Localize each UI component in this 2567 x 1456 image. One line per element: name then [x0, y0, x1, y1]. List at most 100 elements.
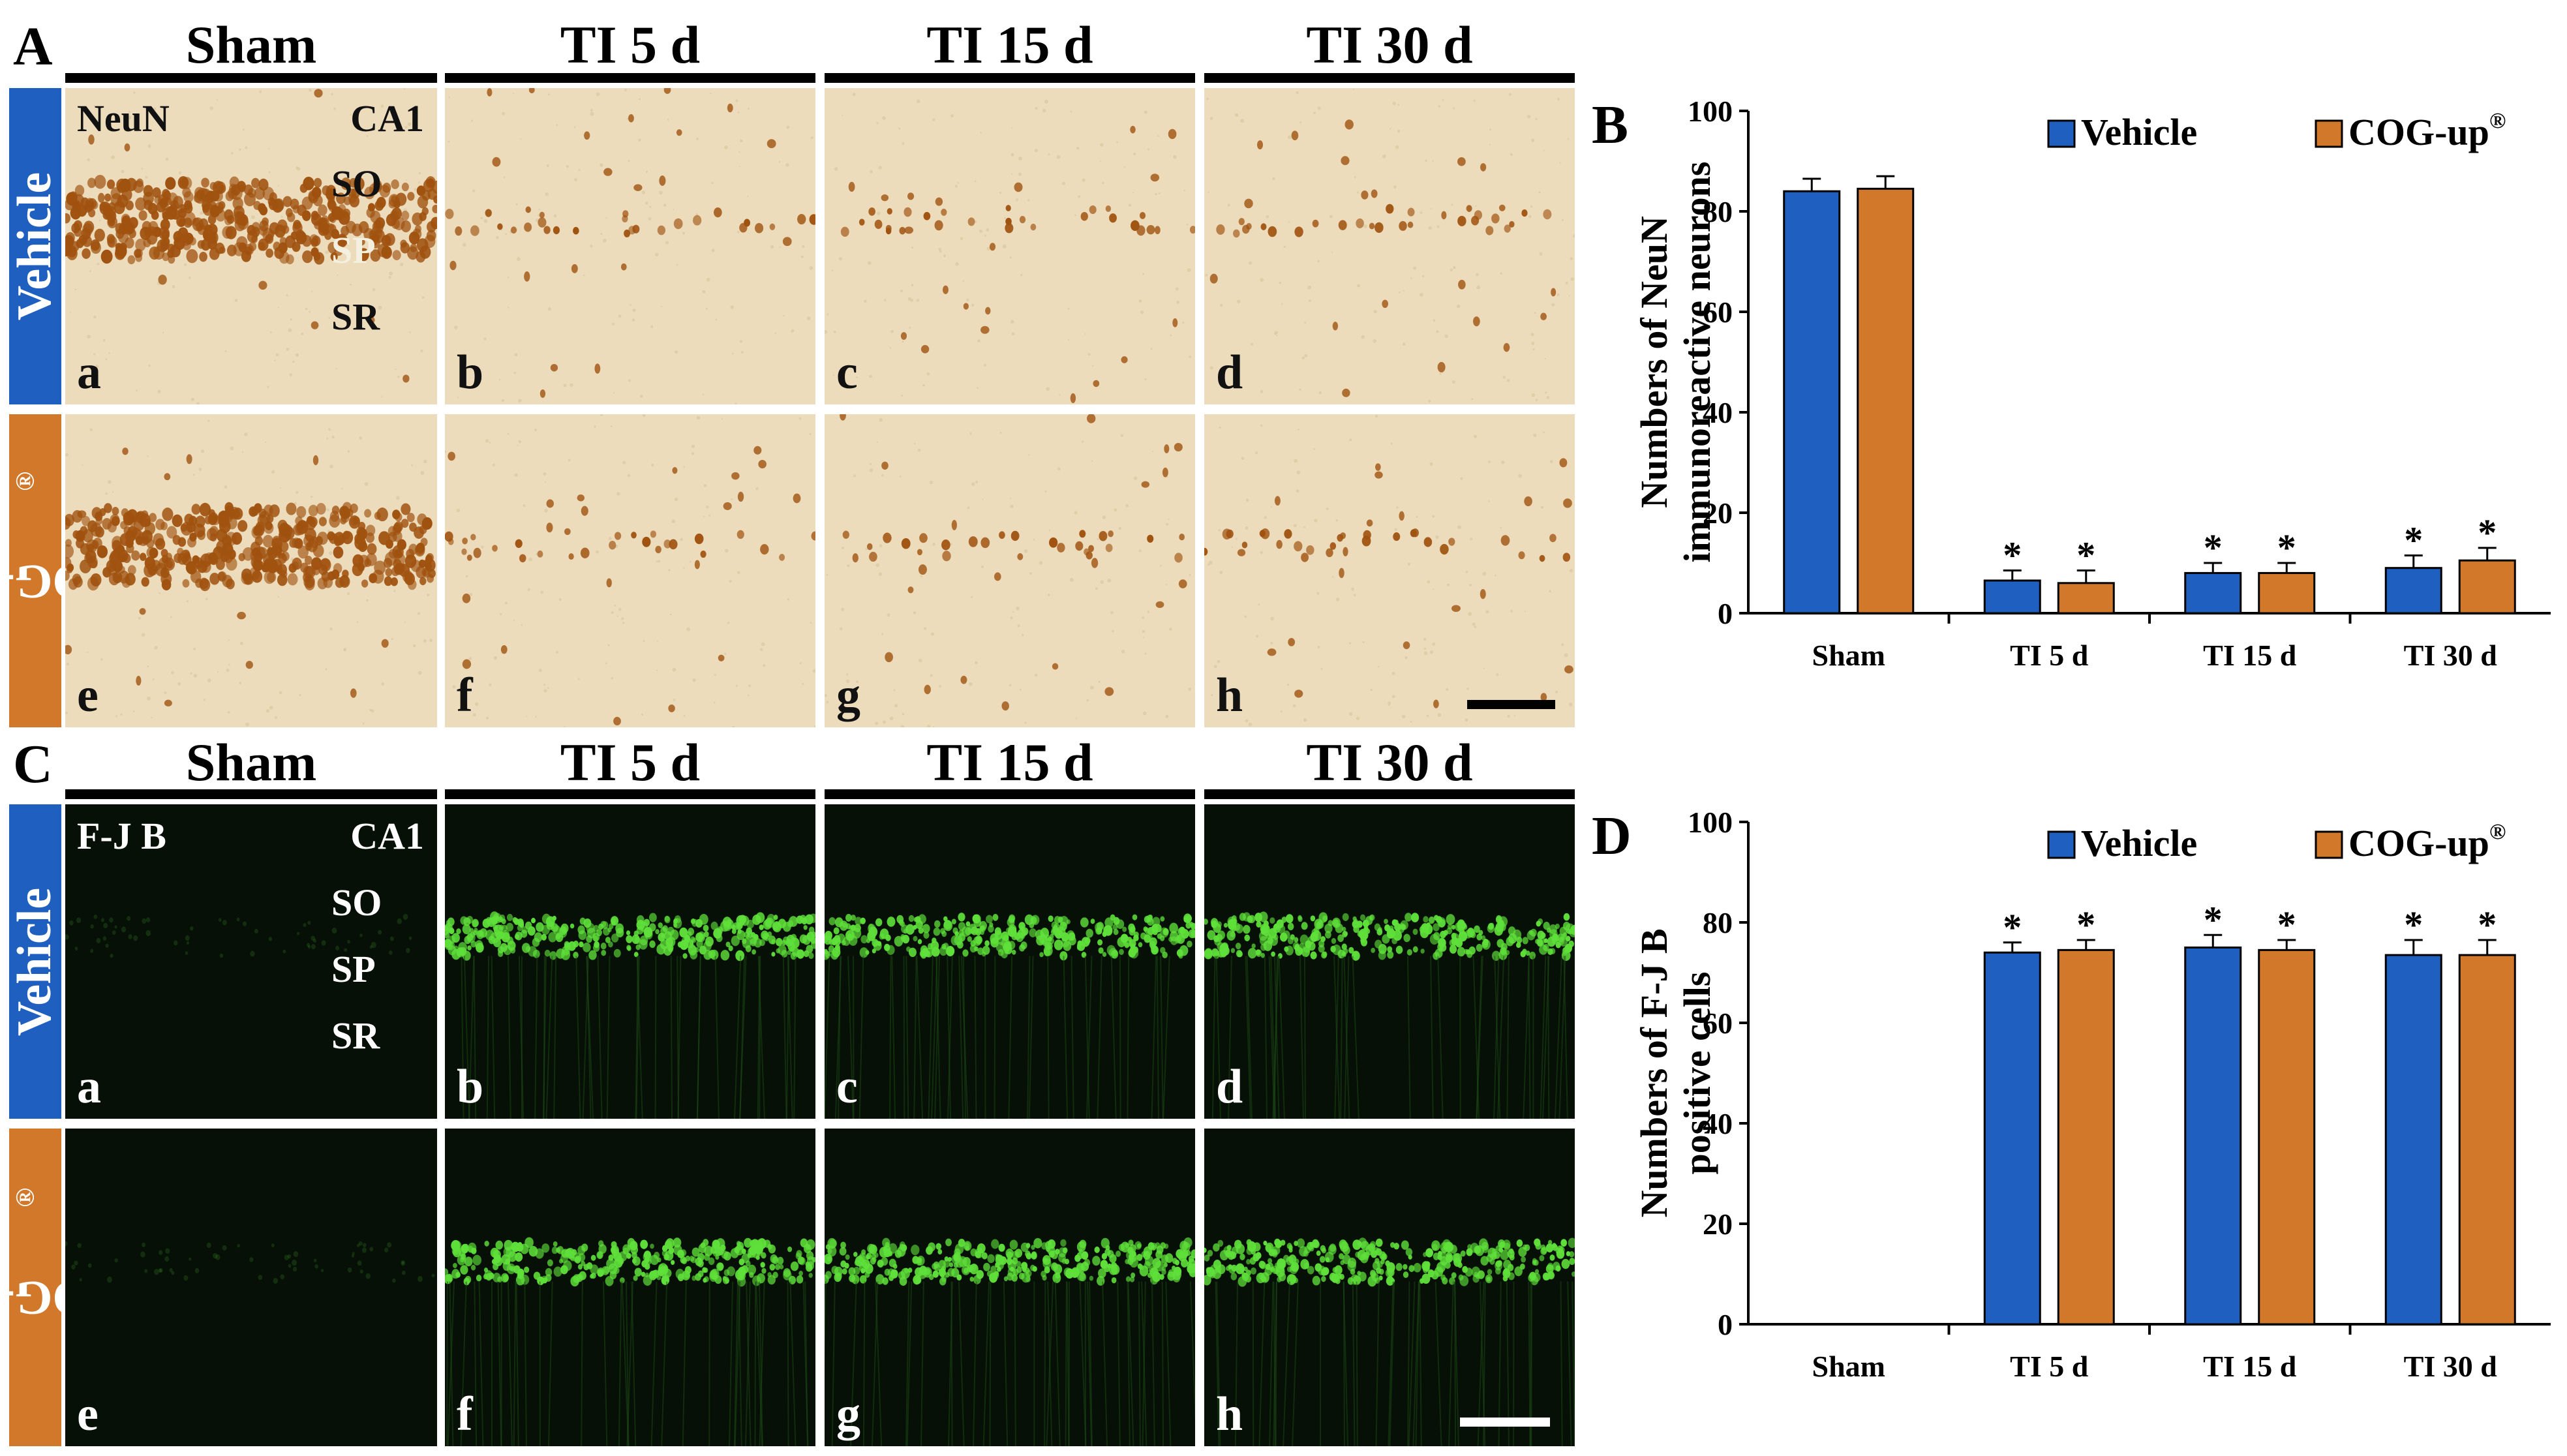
sublabel: f [457, 669, 473, 722]
y-tick-label: 40 [1703, 1107, 1733, 1140]
fjb-micrograph-cog-ti5: f [445, 1129, 815, 1446]
sublabel: a [77, 1060, 101, 1114]
fjb-micrograph-vehicle-sham: F-J B CA1 SO SP SR a [65, 804, 437, 1119]
significance-mark: * [2277, 903, 2296, 946]
sublabel: e [77, 669, 99, 722]
chart-d: D 0 20 40 60 80 100 Numbers of F-J Bpositive c… [1592, 796, 2557, 1442]
sublabel: c [836, 346, 858, 399]
bar [2258, 948, 2316, 1326]
y-tick-label: 20 [1703, 496, 1733, 530]
sublabel: b [457, 1060, 484, 1114]
fjb-micrograph-cog-ti15: g [825, 1129, 1195, 1446]
bar [1983, 951, 2041, 1326]
sublabel: e [77, 1388, 99, 1441]
sublabel: h [1216, 669, 1243, 722]
micrograph-canvas [1205, 88, 1575, 403]
row-label-cog-text: COG-up® [0, 1188, 125, 1387]
neun-micrograph-cog-ti30: h [1204, 414, 1575, 727]
neun-micrograph-vehicle-ti5: b [445, 88, 815, 404]
y-tick-label: 0 [1718, 597, 1733, 630]
y-tick-label: 40 [1703, 396, 1733, 429]
significance-mark: * [2076, 903, 2095, 946]
significance-mark: * [2404, 519, 2423, 561]
y-tick-label: 100 [1688, 806, 1733, 839]
micrograph-canvas [825, 93, 1195, 403]
col-bar [65, 73, 437, 83]
sublabel: f [457, 1388, 473, 1441]
sublabel: g [836, 1388, 860, 1441]
layer-label-sr: SR [331, 296, 380, 338]
col-header-ti15: TI 15 d [926, 15, 1093, 74]
legend-label: COG-up® [2348, 109, 2506, 153]
y-tick-label: 60 [1703, 296, 1733, 329]
bar [2384, 567, 2442, 614]
row-label-cog: COG-up® [0, 1129, 125, 1446]
col-header-ti30: TI 30 d [1306, 733, 1473, 792]
neun-micrograph-vehicle-ti30: d [1204, 88, 1575, 404]
micrograph-canvas [445, 911, 815, 1119]
significance-mark: * [2404, 903, 2423, 946]
y-tick-label: 100 [1688, 95, 1733, 128]
x-tick-label: Sham [1812, 639, 1885, 672]
micrograph-canvas [65, 913, 412, 958]
col-bar [1204, 789, 1575, 799]
region-label: CA1 [350, 815, 424, 857]
col-header-sham: Sham [185, 15, 317, 74]
bar [1983, 579, 2041, 614]
micrograph-canvas [445, 414, 815, 727]
col-bar [1204, 73, 1575, 83]
scale-bar [1460, 1418, 1550, 1427]
legend-label: Vehicle [2081, 111, 2197, 153]
micrograph-canvas [65, 419, 436, 727]
legend-swatch [2315, 119, 2343, 148]
row-label-cog: COG-up® [0, 414, 125, 727]
bar [2384, 954, 2442, 1326]
significance-mark: * [2478, 511, 2497, 554]
col-header-sham: Sham [185, 733, 317, 792]
micrograph-canvas [825, 913, 1195, 1119]
row-label-vehicle: Vehicle [8, 804, 62, 1119]
col-bar [825, 789, 1195, 799]
fjb-micrograph-vehicle-ti15: c [825, 804, 1195, 1119]
sublabel: d [1216, 1060, 1243, 1114]
x-tick-label: Sham [1812, 1350, 1885, 1383]
layer-label-sp: SP [331, 229, 376, 271]
scale-bar [1467, 700, 1555, 709]
x-tick-label: TI 15 d [2203, 1350, 2297, 1383]
layer-label-sp: SP [331, 948, 376, 990]
bar [2258, 571, 2316, 614]
fjb-micrograph-vehicle-ti30: d [1204, 804, 1575, 1119]
significance-mark: * [2478, 903, 2497, 946]
micrograph-canvas [65, 1241, 435, 1284]
col-bar [65, 789, 437, 799]
chart-b: B 0 20 40 60 80 100 Numbers of NeuNimmunoreact… [1592, 85, 2557, 731]
micrograph-canvas [445, 1237, 815, 1446]
x-tick-label: TI 5 d [2010, 639, 2089, 672]
sublabel: b [457, 346, 484, 399]
y-axis-label: Numbers of F-J Bpositive cells [1633, 928, 1718, 1217]
micrograph-canvas [65, 88, 437, 404]
bar [2057, 948, 2115, 1326]
panel-letter-b: B [1592, 95, 1629, 155]
micrograph-canvas [445, 88, 815, 404]
stain-label: NeuN [77, 97, 170, 140]
legend-swatch [2315, 830, 2343, 859]
bar [2057, 582, 2115, 614]
row-label-vehicle-text: Vehicle [8, 887, 62, 1036]
col-bar [445, 789, 815, 799]
col-header-ti15: TI 15 d [926, 733, 1093, 792]
y-tick-label: 60 [1703, 1007, 1733, 1040]
significance-mark: * [2003, 906, 2022, 948]
bar [2184, 571, 2242, 614]
neun-micrograph-cog-sham: e [65, 414, 437, 727]
row-label-vehicle-text: Vehicle [8, 172, 62, 321]
row-label-cog-text: COG-up® [0, 471, 125, 670]
bar-chart: 0 20 40 60 80 100 Numbers of F-J Bpositive cel… [1633, 806, 2551, 1383]
neun-micrograph-vehicle-ti15: c [825, 88, 1195, 404]
fjb-micrograph-vehicle-ti5: b [445, 804, 815, 1119]
legend-label: COG-up® [2348, 820, 2506, 864]
y-tick-label: 80 [1703, 195, 1733, 228]
bar [1857, 187, 1915, 614]
sublabel: h [1216, 1388, 1243, 1441]
micrograph-canvas [1204, 911, 1575, 1119]
